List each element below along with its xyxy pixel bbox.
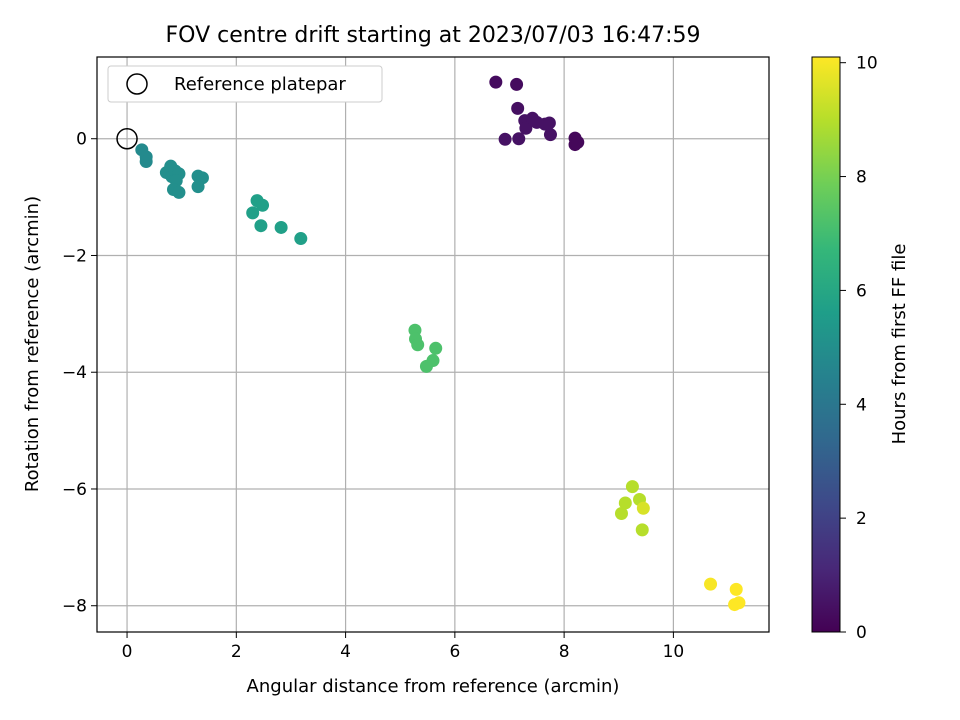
data-point <box>618 496 632 510</box>
data-point <box>511 101 525 115</box>
colorbar: 0 2 4 6 8 10 Hours from first FF file <box>811 54 910 643</box>
data-point <box>625 480 639 494</box>
data-point <box>429 341 443 355</box>
data-point <box>512 132 526 146</box>
legend: Reference platepar <box>107 65 383 103</box>
y-tick-label: −6 <box>62 480 87 500</box>
colorbar-bar <box>811 56 841 633</box>
data-point <box>139 154 153 168</box>
data-point <box>519 121 533 135</box>
y-tick-label: −4 <box>62 363 87 383</box>
colorbar-tick-label: 4 <box>856 395 867 415</box>
legend-marker <box>126 73 148 95</box>
x-axis-ticks: 0 2 4 6 8 10 <box>122 632 685 662</box>
x-axis-label: Angular distance from reference (arcmin) <box>247 676 620 697</box>
data-point <box>411 338 425 352</box>
x-tick-label: 0 <box>122 642 133 662</box>
data-point <box>704 577 718 591</box>
data-point <box>728 598 742 612</box>
colorbar-tick-label: 6 <box>856 281 867 301</box>
data-points <box>135 75 746 612</box>
x-tick-label: 2 <box>231 642 242 662</box>
reference-marker <box>116 127 138 150</box>
data-point <box>191 180 205 194</box>
data-point <box>256 198 270 212</box>
data-point <box>543 128 557 142</box>
data-point <box>419 359 433 373</box>
plot-frame <box>96 56 770 633</box>
data-point <box>172 185 186 199</box>
data-point <box>542 116 556 130</box>
data-point <box>294 232 308 246</box>
data-point <box>246 206 260 220</box>
colorbar-label: Hours from first FF file <box>889 244 910 445</box>
data-point <box>729 582 743 596</box>
data-point <box>498 132 512 146</box>
data-point <box>614 506 628 520</box>
reference-point <box>116 127 138 150</box>
y-tick-label: 0 <box>76 130 87 150</box>
y-axis-label: Rotation from reference (arcmin) <box>22 196 43 492</box>
colorbar-tick-label: 2 <box>856 509 867 529</box>
colorbar-tick-label: 0 <box>856 623 867 643</box>
y-tick-label: −8 <box>62 597 87 617</box>
data-point <box>635 523 649 537</box>
y-axis-ticks: 0 −2 −4 −6 −8 <box>62 130 97 617</box>
colorbar-tick-label: 8 <box>856 168 867 188</box>
x-tick-label: 8 <box>559 642 570 662</box>
chart-title: FOV centre drift starting at 2023/07/03 … <box>166 23 701 48</box>
colorbar-tick-label: 10 <box>856 54 878 74</box>
data-point <box>254 219 268 233</box>
x-tick-label: 6 <box>449 642 460 662</box>
data-point <box>274 220 288 234</box>
x-tick-label: 10 <box>663 642 685 662</box>
data-point <box>636 501 650 515</box>
x-tick-label: 4 <box>340 642 351 662</box>
data-point <box>489 75 503 89</box>
data-point <box>510 77 524 91</box>
colorbar-ticks: 0 2 4 6 8 10 <box>840 54 878 643</box>
data-point <box>568 138 582 152</box>
y-tick-label: −2 <box>62 246 87 266</box>
legend-entry-reference: Reference platepar <box>174 74 346 95</box>
legend-box <box>107 65 383 103</box>
grid <box>97 57 769 632</box>
